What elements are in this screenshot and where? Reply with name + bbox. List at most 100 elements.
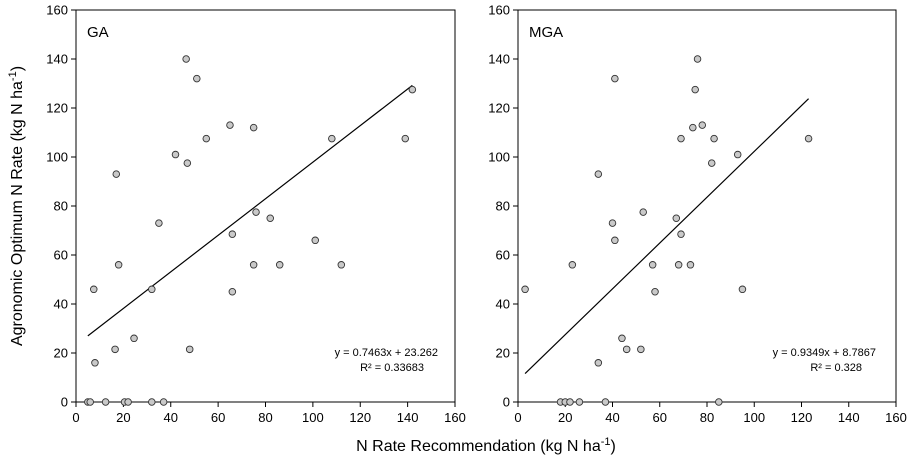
ga-y-tick-label: 160 (46, 3, 68, 18)
mga-y-tick-label: 120 (488, 101, 510, 116)
ga-data-point (155, 219, 163, 227)
ga-data-point (90, 285, 98, 294)
mga-data-point (689, 123, 697, 132)
ga-data-point (401, 134, 410, 143)
mga-data-point (521, 285, 529, 294)
ga-data-point (408, 85, 417, 94)
mga-data-point (707, 159, 716, 167)
mga-data-point (594, 170, 603, 178)
ga-data-point (226, 121, 234, 129)
mga-data-point (566, 398, 574, 406)
ga-data-point (183, 159, 192, 167)
y-axis-title-text: Agronomic Optimum N Rate (kg N ha (9, 81, 26, 346)
ga-data-point (249, 261, 258, 269)
mga-data-point (677, 230, 685, 238)
mga-data-point (733, 150, 742, 159)
ga-data-point (148, 285, 156, 294)
ga-x-tick-label: 20 (116, 410, 130, 425)
mga-data-point (651, 288, 659, 296)
ga-data-point (249, 123, 258, 132)
mga-data-point (611, 74, 619, 83)
ga-x-tick-label: 140 (397, 410, 419, 425)
ga-data-point (337, 261, 346, 269)
ga-x-tick-label: 40 (164, 410, 178, 425)
mga-data-point (608, 219, 617, 227)
x-axis-title: N Rate Recommendation (kg N ha-1) (356, 436, 616, 455)
mga-y-tick-label: 20 (496, 346, 510, 361)
ga-data-point (228, 230, 237, 238)
mga-data-point (594, 359, 603, 367)
ga-y-tick-label: 40 (54, 297, 68, 312)
ga-data-point (193, 74, 201, 83)
ga-y-tick-label: 80 (54, 199, 68, 214)
ga-data-point (182, 55, 190, 63)
mga-r-squared: R² = 0.328 (810, 362, 862, 374)
mga-data-point (575, 398, 584, 406)
mga-x-tick-label: 120 (791, 410, 813, 425)
mga-y-tick-label: 100 (488, 150, 510, 165)
mga-data-point (568, 261, 577, 269)
y-axis-title-close: ) (9, 66, 26, 71)
mga-data-point (677, 134, 685, 143)
ga-data-point (159, 398, 168, 406)
ga-data-point (124, 398, 132, 406)
ga-y-tick-label: 120 (46, 101, 68, 116)
mga-data-point (738, 285, 747, 294)
ga-data-point (114, 261, 123, 269)
ga-data-point (101, 398, 110, 406)
ga-data-point (311, 236, 319, 245)
mga-trendline (524, 98, 810, 375)
ga-x-tick-label: 100 (302, 410, 324, 425)
y-axis-title: Agronomic Optimum N Rate (kg N ha-1) (7, 66, 26, 346)
ga-y-tick-label: 0 (61, 395, 68, 410)
mga-plot-frame (517, 9, 897, 403)
mga-x-tick-label: 80 (700, 410, 714, 425)
mga-data-point (693, 55, 702, 63)
mga-y-tick-label: 160 (488, 3, 510, 18)
mga-data-point (715, 398, 723, 406)
mga-data-point (618, 334, 626, 343)
mga-data-point (648, 261, 657, 269)
ga-y-tick-label: 100 (46, 150, 68, 165)
ga-data-point (111, 345, 119, 354)
mga-data-point (674, 261, 683, 269)
ga-data-point (328, 134, 336, 143)
ga-x-tick-label: 80 (258, 410, 272, 425)
mga-x-tick-label: 140 (838, 410, 860, 425)
ga-x-tick-label: 120 (349, 410, 371, 425)
ga-trendline (87, 84, 413, 337)
mga-data-point (691, 85, 699, 94)
y-axis-title-superscript: -1 (7, 71, 19, 81)
mga-panel-label: MGA (529, 24, 563, 41)
ga-x-tick-label: 60 (211, 410, 225, 425)
ga-data-point (228, 288, 237, 296)
mga-y-tick-label: 40 (496, 297, 510, 312)
mga-panel: 0 20 40 60 80 100 120 140 160 0 20 40 60 80 100 120 140 1… (488, 3, 907, 426)
x-axis-title-text: N Rate Recommendation (kg N ha (356, 438, 601, 455)
ga-data-point (202, 134, 211, 143)
x-axis-title-close: ) (611, 438, 616, 455)
mga-y-tick-label: 80 (496, 199, 510, 214)
mga-data-point (611, 236, 619, 245)
ga-data-point (275, 261, 284, 269)
mga-data-point (804, 134, 813, 143)
ga-panel-label: GA (87, 24, 109, 41)
ga-data-point (252, 208, 260, 216)
ga-data-point (171, 150, 180, 159)
mga-y-tick-label: 140 (488, 52, 510, 67)
mga-x-tick-label: 160 (885, 410, 907, 425)
x-axis-title-superscript: -1 (601, 436, 611, 448)
mga-data-point (698, 121, 707, 129)
ga-data-point (91, 359, 99, 367)
ga-data-point (148, 398, 156, 406)
mga-x-tick-label: 20 (558, 410, 572, 425)
ga-data-point (112, 170, 121, 178)
ga-panel: 0 20 40 60 80 100 120 140 160 0 20 40 60 80 100 120 140 1… (46, 3, 466, 426)
mga-data-point (639, 208, 647, 216)
mga-x-tick-label: 60 (653, 410, 667, 425)
mga-y-tick-label: 60 (496, 248, 510, 263)
mga-x-tick-label: 40 (605, 410, 619, 425)
mga-data-point (686, 261, 695, 269)
mga-data-point (622, 345, 631, 354)
ga-y-tick-label: 60 (54, 248, 68, 263)
